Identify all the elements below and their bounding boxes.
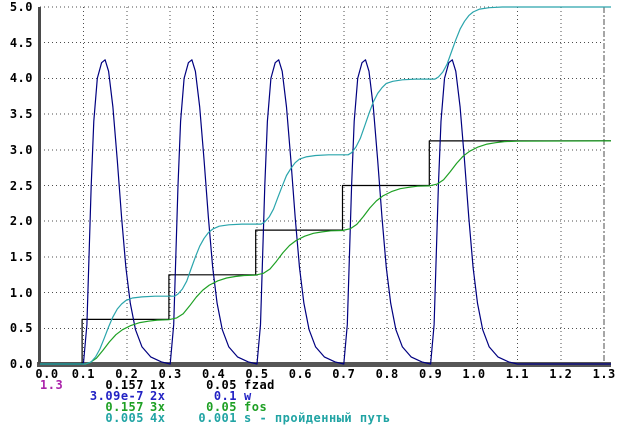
legend-channel-label: 3x (150, 400, 166, 414)
x-tick-label: 0.3 (158, 367, 182, 381)
y-tick-label: 3.0 (9, 142, 33, 157)
y-tick-label: 0.0 (9, 357, 33, 371)
legend-signal-name: fos (244, 400, 268, 414)
y-tick-label: 2.5 (9, 178, 33, 193)
legend-division-value: 0.05 (206, 378, 237, 392)
cursor-time-value: 1.3 (40, 378, 64, 392)
series-fos-curve (40, 140, 611, 365)
legend-signal-name: fzad (244, 378, 275, 392)
legend-channel-label: 1x (150, 378, 166, 392)
legend-channel-label: 2x (150, 389, 166, 403)
x-tick-label: 0.0 (35, 367, 59, 381)
y-tick-label: 3.5 (9, 107, 33, 122)
legend-division-value: 0.05 (206, 400, 237, 414)
legend-row: 0.157 1x 0.05 fzad (0, 378, 621, 392)
x-tick-label: 1.3 (592, 367, 616, 381)
y-tick-label: 1.0 (9, 285, 33, 300)
x-tick-label: 0.5 (245, 367, 269, 381)
x-tick-label: 1.2 (549, 367, 573, 381)
series-w-curve (40, 59, 611, 365)
x-tick-label: 0.4 (202, 367, 226, 381)
y-tick-label: 2.0 (9, 214, 33, 229)
legend-division-value: 0.001 (198, 411, 237, 425)
x-axis-line (37, 362, 611, 367)
series-fzad-curve (40, 140, 611, 365)
y-tick-label: 4.0 (9, 71, 33, 86)
legend-scale-value: 0.157 (105, 378, 144, 392)
x-tick-label: 1.1 (505, 367, 529, 381)
series-s-curve (40, 6, 611, 365)
legend: 1.3 0.157 1x 0.05 fzad 3.09e-7 2x 0.1 w 0.157 3x 0… (0, 378, 621, 425)
legend-signal-name: w (244, 389, 252, 403)
x-tick-label: 0.6 (288, 367, 312, 381)
legend-signal-name: s - пройденный путь (244, 411, 391, 425)
y-axis-tick-labels: 0.0 0.5 1.0 1.5 2.0 2.5 3.0 3.5 4.0 4.5 5.0 (0, 0, 36, 370)
y-tick-label: 0.5 (9, 321, 33, 336)
x-axis-tick-labels: 0.0 0.1 0.2 0.3 0.4 0.5 0.6 0.7 0.8 0.9 1.0 1.1 1.2 1… (0, 367, 621, 381)
legend-scale-value: 0.157 (105, 400, 144, 414)
x-tick-label: 0.9 (419, 367, 443, 381)
x-tick-label: 0.8 (375, 367, 399, 381)
y-axis-line (38, 7, 41, 364)
y-tick-label: 1.5 (9, 249, 33, 264)
legend-channel-label: 4x (150, 411, 166, 425)
legend-row: 0.157 3x 0.05 fos (0, 400, 621, 414)
y-tick-label: 5.0 (9, 0, 33, 14)
x-tick-label: 0.1 (71, 367, 95, 381)
x-tick-label: 1.0 (462, 367, 486, 381)
legend-row: 0.005 4x 0.001 s - пройденный путь (0, 411, 621, 425)
x-tick-label: 0.7 (332, 367, 356, 381)
legend-scale-value: 0.005 (105, 411, 144, 425)
x-tick-label: 0.2 (115, 367, 139, 381)
legend-scale-value: 3.09e-7 (89, 389, 144, 403)
legend-row: 3.09e-7 2x 0.1 w (0, 389, 621, 403)
y-tick-label: 4.5 (9, 35, 33, 50)
legend-division-value: 0.1 (213, 389, 237, 403)
